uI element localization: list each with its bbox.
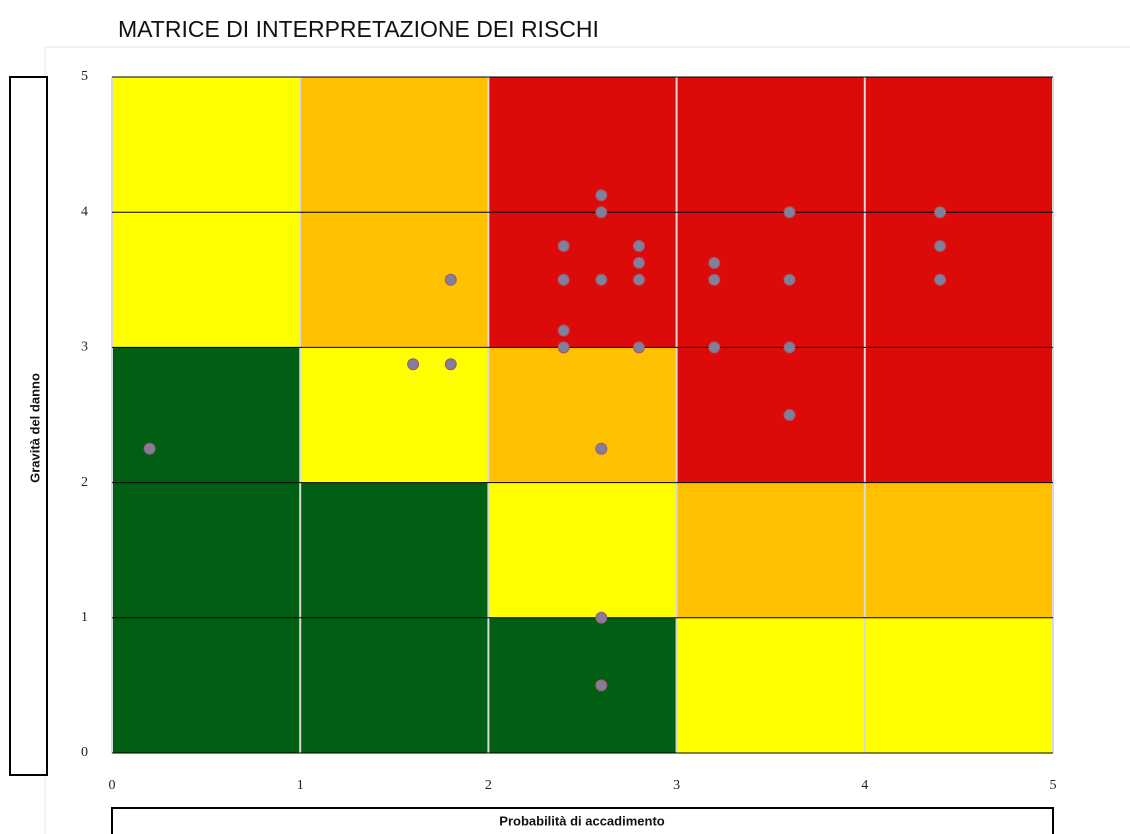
risk-zone bbox=[676, 212, 865, 348]
risk-zone bbox=[112, 347, 301, 483]
risk-zone bbox=[300, 212, 489, 348]
data-point bbox=[557, 341, 570, 354]
x-tick-label: 1 bbox=[297, 778, 304, 793]
data-point bbox=[632, 240, 645, 252]
x-tick-label: 4 bbox=[861, 778, 868, 793]
x-label-box bbox=[111, 807, 1054, 834]
risk-zone bbox=[864, 347, 1053, 483]
risk-zone bbox=[112, 77, 301, 213]
data-point bbox=[783, 409, 796, 421]
risk-zone bbox=[488, 482, 677, 618]
y-tick-label: 4 bbox=[81, 204, 88, 219]
risk-zone bbox=[300, 77, 489, 213]
y-tick-label: 0 bbox=[81, 745, 88, 760]
data-point bbox=[708, 273, 721, 286]
data-point bbox=[557, 273, 570, 286]
data-point bbox=[143, 442, 156, 455]
risk-zone bbox=[864, 617, 1053, 753]
y-tick-label: 1 bbox=[81, 610, 88, 625]
data-point bbox=[783, 273, 796, 286]
data-point bbox=[934, 206, 947, 219]
data-point bbox=[595, 273, 608, 286]
risk-zone bbox=[300, 482, 489, 618]
x-axis-label: Probabilità di accadimento bbox=[499, 813, 664, 828]
data-point bbox=[783, 341, 796, 354]
data-point bbox=[708, 256, 721, 269]
data-point bbox=[407, 358, 420, 371]
data-point bbox=[934, 240, 947, 252]
risk-zone bbox=[676, 77, 865, 213]
x-tick-label: 3 bbox=[673, 778, 680, 793]
risk-zone bbox=[676, 482, 865, 618]
data-point bbox=[595, 189, 608, 202]
risk-zone bbox=[676, 617, 865, 753]
y-tick-label: 5 bbox=[81, 69, 88, 84]
y-tick-label: 2 bbox=[81, 475, 88, 490]
data-point bbox=[595, 679, 608, 692]
x-tick-label: 5 bbox=[1050, 778, 1057, 793]
data-point bbox=[632, 256, 645, 269]
risk-zone bbox=[488, 77, 677, 213]
risk-zone bbox=[864, 77, 1053, 213]
risk-zone bbox=[300, 617, 489, 753]
data-point bbox=[557, 240, 570, 252]
risk-zone bbox=[300, 347, 489, 483]
x-tick-label: 2 bbox=[485, 778, 492, 793]
risk-zone bbox=[864, 482, 1053, 618]
risk-zone bbox=[488, 212, 677, 348]
data-point bbox=[595, 206, 608, 219]
risk-zone bbox=[112, 617, 301, 753]
data-point bbox=[708, 341, 721, 354]
data-point bbox=[557, 324, 570, 337]
chart-title: MATRICE DI INTERPRETAZIONE DEI RISCHI bbox=[118, 16, 599, 42]
y-label-box bbox=[9, 76, 48, 776]
data-point bbox=[632, 273, 645, 286]
data-point bbox=[595, 611, 608, 624]
y-axis-label: Gravità del danno bbox=[27, 373, 42, 483]
risk-zone bbox=[112, 482, 301, 618]
y-tick-label: 3 bbox=[81, 340, 88, 355]
data-point bbox=[934, 273, 947, 286]
x-tick-label: 0 bbox=[109, 778, 116, 793]
data-point bbox=[595, 442, 608, 455]
risk-zone bbox=[676, 347, 865, 483]
data-point bbox=[783, 206, 796, 219]
risk-zone bbox=[488, 347, 677, 483]
data-point bbox=[444, 273, 457, 286]
risk-zone bbox=[864, 212, 1053, 348]
risk-zone bbox=[112, 212, 301, 348]
data-point bbox=[632, 341, 645, 354]
data-point bbox=[444, 358, 457, 371]
risk-zone bbox=[488, 617, 677, 753]
